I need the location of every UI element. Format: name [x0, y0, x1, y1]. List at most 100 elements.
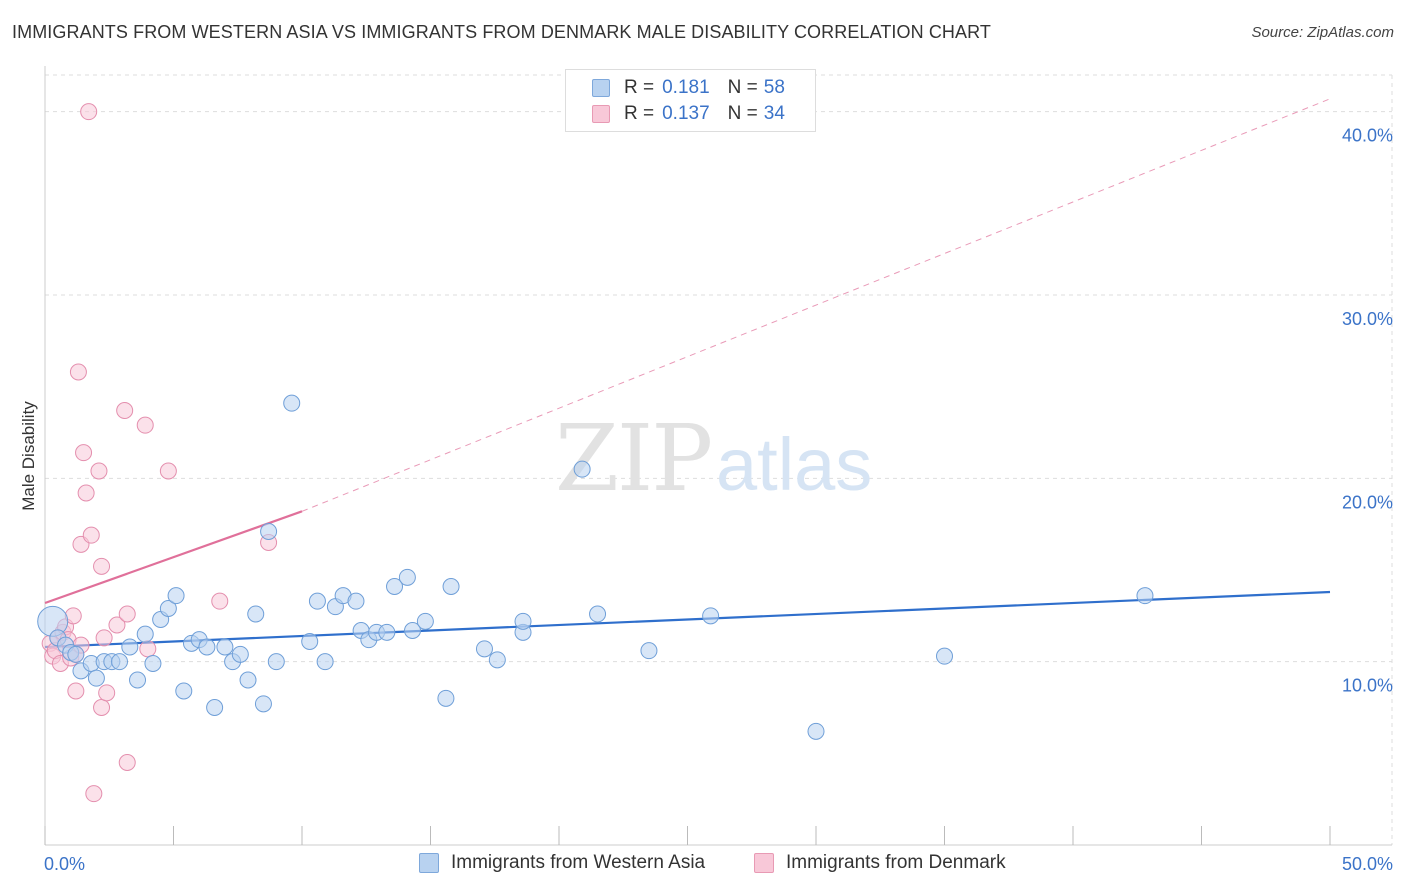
point-denmark — [211, 592, 229, 610]
point-western-asia — [398, 568, 416, 586]
x-tick-label: 50.0% — [1342, 854, 1393, 874]
point-western-asia — [386, 578, 404, 595]
watermark-atlas: atlas — [716, 423, 872, 506]
bottom-legend-western-asia: Immigrants from Western Asia — [419, 852, 705, 874]
point-western-asia — [437, 689, 455, 707]
point-western-asia — [404, 622, 422, 639]
point-western-asia — [67, 645, 85, 663]
point-denmark — [93, 699, 111, 716]
point-western-asia — [206, 699, 224, 716]
point-western-asia — [111, 653, 129, 671]
trend-line-denmark — [44, 510, 303, 605]
point-western-asia — [488, 651, 506, 669]
x-tick-label: 0.0% — [44, 854, 85, 874]
point-western-asia — [216, 638, 234, 656]
point-western-asia — [936, 647, 953, 665]
bottom-legend-swatch-blue — [419, 853, 439, 873]
data-points — [37, 103, 1154, 803]
y-axis-label: Male Disability — [19, 401, 38, 511]
point-western-asia — [416, 612, 434, 630]
point-denmark — [136, 416, 154, 434]
legend-swatch-blue — [592, 79, 610, 97]
point-denmark — [159, 462, 177, 480]
point-western-asia — [254, 695, 272, 713]
legend-r-label: R = — [624, 103, 655, 124]
point-denmark — [98, 684, 116, 702]
legend-r-label: R = — [624, 77, 655, 98]
grid-lines — [45, 74, 1393, 845]
legend-n-value: 58 — [763, 77, 785, 98]
y-tick-label: 40.0% — [1342, 126, 1393, 146]
point-western-asia — [316, 653, 334, 671]
point-western-asia — [175, 682, 193, 700]
point-western-asia — [87, 669, 105, 687]
point-western-asia — [231, 645, 249, 663]
legend: R = 0.181 N = 58 R = 0.137 N = 34 — [565, 69, 816, 132]
point-denmark — [85, 785, 103, 803]
legend-r-value: 0.181 — [662, 77, 710, 98]
point-western-asia — [807, 722, 825, 740]
point-western-asia — [167, 587, 185, 605]
x-tick-labels: 0.0% 50.0% — [44, 854, 1393, 874]
point-western-asia — [283, 394, 301, 412]
bottom-legend: Immigrants from Western Asia Immigrants … — [0, 852, 1406, 876]
point-western-asia — [589, 605, 607, 623]
point-western-asia — [260, 523, 278, 540]
watermark: ZIP atlas — [555, 405, 872, 512]
legend-n-value: 34 — [763, 103, 785, 124]
point-western-asia — [121, 638, 139, 656]
point-western-asia — [267, 653, 285, 671]
point-western-asia — [514, 612, 532, 630]
legend-row-denmark: R = 0.137 N = 34 — [566, 101, 785, 127]
point-denmark — [116, 402, 134, 419]
point-denmark — [67, 682, 85, 700]
point-western-asia — [144, 655, 162, 672]
y-tick-label: 20.0% — [1342, 492, 1393, 512]
point-western-asia — [159, 600, 177, 617]
point-denmark — [93, 557, 111, 575]
point-denmark — [82, 526, 100, 544]
point-denmark — [69, 363, 87, 381]
bottom-legend-label: Immigrants from Denmark — [786, 852, 1006, 873]
axes — [44, 66, 1392, 846]
legend-n-label: N = — [727, 77, 758, 98]
legend-swatch-pink — [592, 105, 610, 123]
chart-title: IMMIGRANTS FROM WESTERN ASIA VS IMMIGRAN… — [12, 22, 992, 42]
y-tick-label: 10.0% — [1342, 676, 1393, 696]
legend-row-western-asia: R = 0.181 N = 58 — [566, 75, 785, 101]
bottom-legend-label: Immigrants from Western Asia — [451, 852, 706, 873]
point-western-asia — [198, 638, 216, 656]
bottom-legend-denmark: Immigrants from Denmark — [754, 852, 1006, 874]
trend-lines — [44, 98, 1331, 649]
y-tick-labels: 10.0% 20.0% 30.0% 40.0% — [1342, 126, 1393, 696]
watermark-zip: ZIP — [555, 405, 711, 512]
point-western-asia — [378, 623, 396, 641]
point-western-asia — [136, 625, 154, 643]
point-western-asia — [308, 592, 326, 610]
point-denmark — [95, 629, 113, 647]
bottom-legend-swatch-pink — [754, 853, 774, 873]
point-western-asia — [640, 642, 658, 660]
point-western-asia — [301, 633, 319, 650]
y-tick-label: 30.0% — [1342, 309, 1393, 329]
point-western-asia — [442, 578, 460, 595]
source-label: Source: ZipAtlas.com — [1251, 24, 1394, 41]
trend-line-denmark-extended — [301, 98, 1331, 512]
point-denmark — [108, 616, 126, 634]
trend-line-western-asia — [44, 590, 1331, 649]
point-western-asia — [573, 460, 591, 478]
point-denmark — [118, 754, 136, 771]
point-western-asia — [239, 671, 257, 689]
point-western-asia — [129, 671, 147, 689]
point-western-asia — [247, 605, 265, 623]
point-western-asia — [1136, 587, 1154, 605]
point-western-asia — [475, 640, 493, 658]
point-denmark — [139, 640, 157, 658]
point-denmark — [75, 444, 93, 462]
point-denmark — [80, 103, 98, 121]
point-denmark — [90, 462, 108, 480]
point-western-asia — [702, 607, 720, 625]
point-western-asia — [347, 592, 365, 610]
point-denmark — [77, 484, 95, 502]
